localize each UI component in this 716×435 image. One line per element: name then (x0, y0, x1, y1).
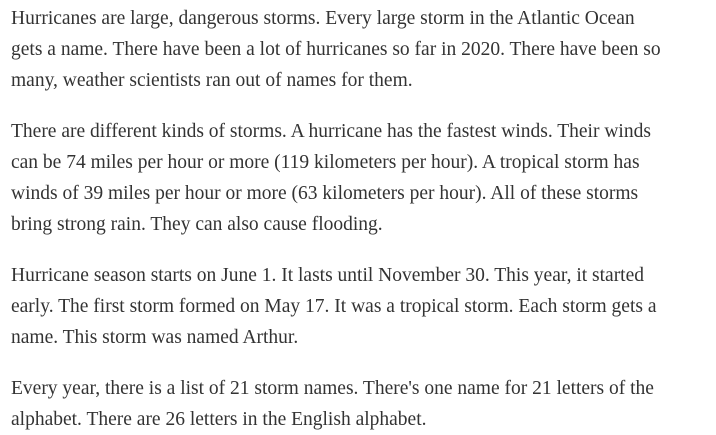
text-line: Every year, there is a list of 21 storm … (11, 378, 654, 399)
text-line: gets a name. There have been a lot of hu… (11, 39, 661, 60)
text-line: bring strong rain. They can also cause f… (11, 214, 383, 235)
text-line: Hurricanes are large, dangerous storms. … (11, 8, 635, 29)
text-line: Hurricane season starts on June 1. It la… (11, 265, 645, 286)
text-line: alphabet. There are 26 letters in the En… (11, 409, 427, 430)
text-line: winds of 39 miles per hour or more (63 k… (11, 183, 639, 204)
paragraph-1: Hurricanes are large, dangerous storms. … (11, 3, 705, 96)
paragraph-2: There are different kinds of storms. A h… (11, 116, 705, 240)
text-line: name. This storm was named Arthur. (11, 327, 299, 348)
paragraph-4: Every year, there is a list of 21 storm … (11, 373, 705, 435)
text-line: can be 74 miles per hour or more (119 ki… (11, 152, 640, 173)
text-line: many, weather scientists ran out of name… (11, 70, 413, 91)
text-line: early. The first storm formed on May 17.… (11, 296, 657, 317)
paragraph-3: Hurricane season starts on June 1. It la… (11, 260, 705, 353)
text-line: There are different kinds of storms. A h… (11, 121, 651, 142)
